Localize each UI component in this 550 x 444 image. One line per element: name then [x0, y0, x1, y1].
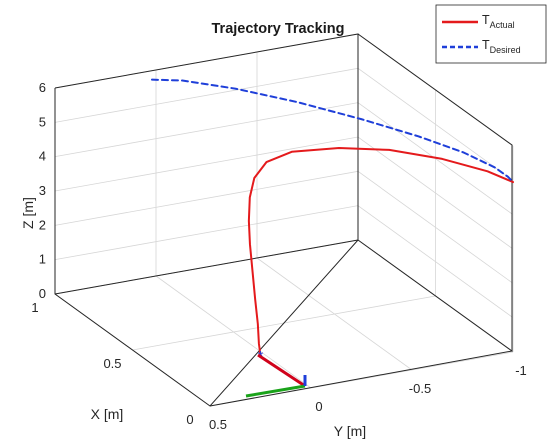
axes-box-left-frame: [54, 33, 359, 407]
legend-label-actual: T: [482, 13, 490, 27]
legend-entry-actual: TActual: [482, 13, 515, 30]
legend-entry-desired: TDesired: [482, 38, 521, 55]
body-frame-axes: [245, 353, 307, 398]
z-tick-label: 5: [39, 114, 46, 129]
series-line-desired: [150, 78, 514, 184]
axes-box-right-frame: [357, 33, 513, 352]
axes-box: [54, 33, 513, 407]
z-tick-label: 4: [39, 149, 46, 164]
grid-lines: [54, 33, 514, 407]
x-tick-label: 0: [186, 412, 193, 427]
z-gridline: [54, 136, 514, 250]
legend-sub-actual: Actual: [490, 20, 515, 30]
z-tick-label: 3: [39, 183, 46, 198]
frame-axis-x: [257, 353, 306, 388]
legend-sub-desired: Desired: [490, 45, 521, 55]
y-tick-label: -1: [515, 363, 527, 378]
axes-box-back-edge: [54, 239, 359, 295]
legend-box: [435, 4, 547, 64]
z-gridline: [54, 170, 514, 284]
legend: TActual TDesired: [435, 4, 547, 64]
x-tick-label: 0.5: [103, 356, 121, 371]
z-gridline: [54, 205, 514, 318]
chart-title: Trajectory Tracking: [212, 21, 345, 37]
y-tick-label: 0: [315, 399, 322, 414]
y-axis-label: Y [m]: [334, 423, 366, 439]
z-gridline: [54, 67, 514, 181]
z-axis-label: Z [m]: [20, 197, 36, 229]
x-tick-label: 1: [31, 300, 38, 315]
y-tick-label: 0.5: [209, 417, 227, 432]
z-tick-label: 6: [39, 80, 46, 95]
z-tick-label: 2: [39, 217, 46, 232]
data-layer: *: [150, 78, 514, 365]
frame-axis-y: [245, 384, 306, 398]
z-tick-label: 1: [39, 252, 46, 267]
z-tick-label: 0: [39, 286, 46, 301]
series-line-actual: [247, 146, 514, 357]
x-axis-label: X [m]: [91, 406, 124, 422]
z-gridline: [54, 239, 514, 353]
axes-box-front-edge: [209, 350, 513, 407]
legend-label-desired: T: [482, 38, 490, 52]
y-tick-label: -0.5: [409, 381, 431, 396]
